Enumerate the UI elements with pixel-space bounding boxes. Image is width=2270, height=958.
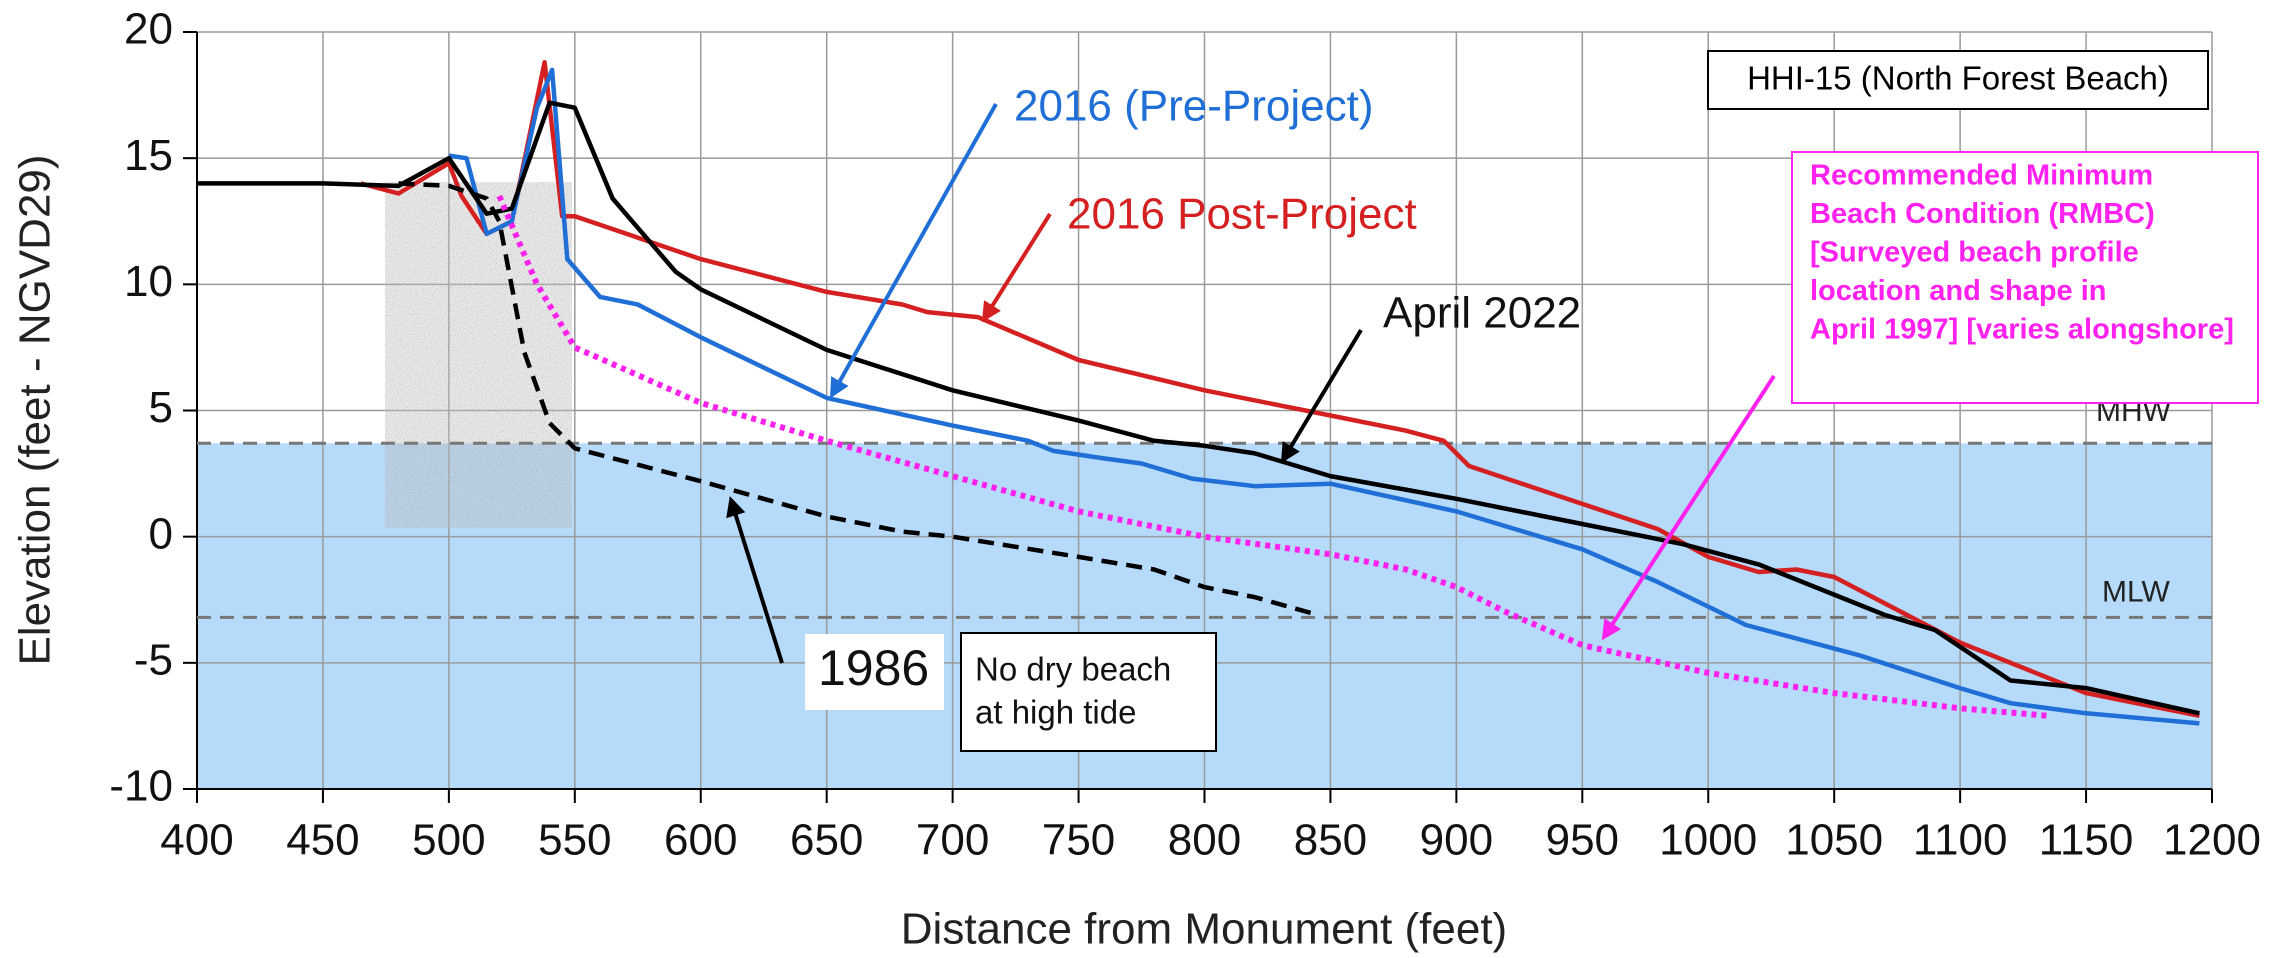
series-label: 1986	[818, 640, 929, 696]
x-tick-label: 500	[412, 816, 485, 865]
plot-front: 400 450 500 550 600 650 700 750 800 850 900 950 1000…	[109, 5, 2261, 865]
arrow	[726, 496, 784, 664]
x-tick-label: 450	[286, 816, 359, 865]
y-tick-label: 10	[124, 257, 173, 306]
title-box	[1707, 50, 2209, 110]
x-tick-label: 1050	[1785, 816, 1883, 865]
annotation: No dry beach	[975, 651, 1171, 688]
rmbc-box	[1791, 151, 2259, 404]
series-label: 2016 (Pre-Project)	[1014, 82, 1373, 131]
x-tick-label: 400	[160, 816, 233, 865]
arrow	[1601, 374, 1776, 641]
x-tick-label: 900	[1420, 816, 1493, 865]
x-tick-label: 600	[664, 816, 737, 865]
chart-title: HHI-15 (North Forest Beach)	[1747, 60, 2169, 97]
x-tick-label: 850	[1294, 816, 1367, 865]
y-tick-label: -5	[134, 635, 173, 684]
seawall-rock	[385, 182, 572, 528]
arrow	[981, 212, 1052, 323]
y-axis-title: Elevation (feet - NGVD29)	[11, 154, 60, 665]
series-line	[398, 181, 1319, 618]
x-tick-label: 650	[790, 816, 863, 865]
y-tick-label: 15	[124, 131, 173, 180]
series-line	[197, 100, 2200, 716]
series-line	[448, 67, 2200, 726]
x-axis-title: Distance from Monument (feet)	[901, 905, 1507, 954]
x-tick-label: 700	[916, 816, 989, 865]
series-label: [Surveyed beach profile	[1810, 237, 2139, 269]
annotation: at high tide	[975, 694, 1136, 731]
note-box	[960, 632, 1217, 752]
x-tick-label: 1100	[1913, 816, 2008, 865]
series-label: location and shape in	[1810, 275, 2107, 307]
series-label: Beach Condition (RMBC)	[1810, 198, 2155, 230]
arrow	[1280, 328, 1363, 464]
y-tick-label: 5	[149, 383, 173, 432]
x-tick-label: 550	[538, 816, 611, 865]
x-tick-label: 1000	[1659, 816, 1757, 865]
series-label: 2016 Post-Project	[1067, 190, 1417, 239]
x-tick-label: 1200	[2163, 816, 2261, 865]
x-tick-label: 800	[1168, 816, 1241, 865]
series-label: April 1997] [varies alongshore]	[1810, 314, 2234, 346]
x-tick-label: 950	[1546, 816, 1619, 865]
y-tick-label: -10	[109, 762, 173, 811]
label-box	[805, 634, 944, 710]
series-label: April 2022	[1383, 289, 1581, 338]
series-line	[496, 194, 2049, 719]
series-label: Recommended Minimum	[1810, 160, 2153, 192]
y-tick-label: 0	[149, 509, 173, 558]
reference-label: MLW	[2102, 575, 2170, 608]
arrow	[830, 103, 998, 399]
x-tick-label: 1150	[2039, 816, 2134, 865]
x-tick-label: 750	[1042, 816, 1115, 865]
y-tick-label: 20	[124, 5, 173, 54]
